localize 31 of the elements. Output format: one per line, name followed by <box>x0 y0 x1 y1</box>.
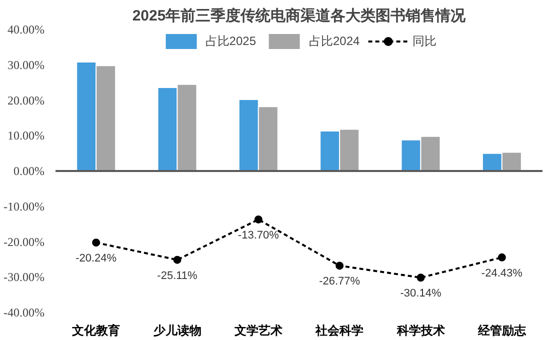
x-tick-label: 文学艺术 <box>233 324 282 338</box>
data-label: -24.43% <box>481 267 523 280</box>
x-tick-label: 经管励志 <box>476 324 527 338</box>
legend-label: 占比2024 <box>309 32 360 50</box>
x-tick-label: 社会科学 <box>314 324 364 338</box>
y-tick-label: -40.00% <box>4 306 45 320</box>
y-tick-label: 30.00% <box>8 58 45 72</box>
point <box>336 262 344 270</box>
y-tick-label: 40.00% <box>8 22 45 36</box>
y-tick-label: 10.00% <box>8 128 45 143</box>
y-tick-label: -30.00% <box>4 270 45 284</box>
legend-label: 同比 <box>412 32 437 50</box>
data-label: -20.24% <box>76 252 117 265</box>
point <box>498 253 506 262</box>
chart-title: 2025年前三季度传统电商渠道各大类图书销售情况 <box>132 6 467 24</box>
data-label: -30.14% <box>400 288 442 300</box>
y-tick-label: 0.00% <box>14 164 45 178</box>
x-tick-label: 科学技术 <box>396 324 445 338</box>
y-tick-label: -10.00% <box>4 199 45 214</box>
y-tick-label: 20.00% <box>8 93 45 108</box>
legend-label: 占比2025 <box>205 32 256 50</box>
point <box>254 215 262 224</box>
x-tick-label: 文化教育 <box>71 324 120 338</box>
data-label: -25.11% <box>157 270 198 282</box>
point <box>416 274 425 282</box>
point <box>92 238 100 247</box>
x-tick-label: 少儿读物 <box>152 324 202 338</box>
data-label: -13.70% <box>238 229 280 242</box>
y-tick-label: -20.00% <box>4 234 45 249</box>
point <box>173 256 182 264</box>
data-label: -26.77% <box>319 276 360 288</box>
